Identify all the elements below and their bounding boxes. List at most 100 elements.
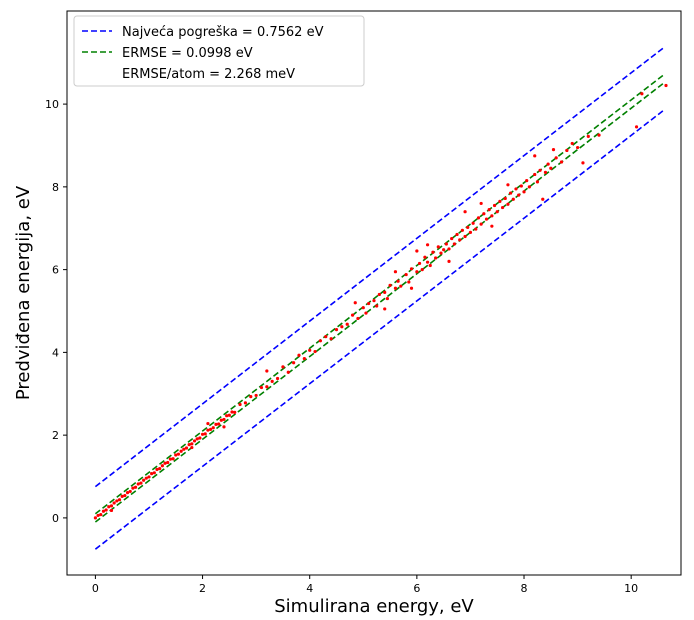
- data-point: [190, 445, 194, 450]
- data-point: [125, 491, 130, 495]
- data-point: [428, 263, 432, 268]
- data-point: [570, 141, 574, 146]
- data-point: [396, 279, 400, 283]
- data-point: [546, 162, 550, 166]
- data-point: [425, 243, 430, 247]
- data-point: [383, 290, 387, 294]
- data-point: [214, 422, 218, 426]
- data-point: [133, 485, 138, 489]
- data-point: [476, 216, 481, 220]
- data-point: [634, 125, 639, 129]
- x-axis-ticks: 0 2 4 6 8 10: [92, 575, 638, 595]
- data-point: [503, 196, 507, 201]
- data-point: [535, 180, 540, 184]
- data-point: [468, 230, 473, 234]
- data-point: [452, 242, 456, 246]
- data-point: [495, 210, 499, 214]
- data-point: [160, 464, 164, 468]
- data-point: [265, 369, 269, 373]
- data-point: [324, 335, 328, 339]
- data-point: [96, 513, 100, 518]
- data-point: [506, 202, 510, 206]
- data-point: [99, 512, 103, 517]
- data-point: [104, 508, 108, 512]
- data-point: [265, 385, 269, 389]
- data-point: [442, 248, 446, 252]
- data-point: [436, 245, 440, 249]
- data-point: [93, 516, 97, 520]
- plot-frame: [66, 10, 682, 576]
- data-point: [543, 170, 548, 174]
- data-point: [551, 148, 556, 152]
- data-point: [152, 471, 156, 475]
- data-point: [460, 228, 465, 232]
- x-tick-label: 2: [199, 582, 206, 595]
- data-point: [519, 184, 523, 188]
- data-point: [538, 168, 542, 172]
- data-point: [417, 261, 422, 266]
- x-axis-label: Simulirana energy, eV: [274, 596, 474, 617]
- data-point: [385, 296, 389, 301]
- y-tick-label: 4: [52, 346, 59, 359]
- data-point: [423, 255, 427, 259]
- data-point: [383, 307, 387, 311]
- x-tick-label: 6: [413, 582, 420, 595]
- data-point: [208, 427, 213, 431]
- data-point: [399, 284, 403, 288]
- data-point: [490, 224, 494, 228]
- data-point: [463, 234, 467, 239]
- data-point: [155, 467, 159, 472]
- y-tick-label: 10: [45, 98, 59, 111]
- data-point: [487, 208, 491, 212]
- data-point: [200, 432, 205, 436]
- data-point: [541, 197, 545, 201]
- data-point: [409, 267, 414, 271]
- data-point: [120, 494, 124, 498]
- data-point: [466, 225, 470, 230]
- data-point: [112, 501, 116, 505]
- scatter-points: [93, 83, 668, 520]
- data-point: [420, 268, 424, 272]
- legend: Najveća pogreška = 0.7562 eV ERMSE = 0.0…: [73, 15, 365, 87]
- data-point: [525, 179, 529, 183]
- data-point: [259, 385, 264, 390]
- data-point: [182, 447, 186, 451]
- data-point: [101, 509, 106, 513]
- x-tick-label: 0: [92, 582, 99, 595]
- data-point: [227, 413, 231, 417]
- data-point: [206, 428, 210, 432]
- data-point: [158, 467, 162, 471]
- data-point: [206, 421, 210, 426]
- data-point: [184, 446, 189, 450]
- x-tick-label: 4: [306, 582, 313, 595]
- legend-label-ermse-per-atom: ERMSE/atom = 2.268 meV: [122, 67, 295, 82]
- data-point: [434, 256, 438, 260]
- data-point: [409, 286, 414, 290]
- data-point: [425, 260, 430, 264]
- data-point: [211, 426, 215, 430]
- data-point: [131, 486, 135, 490]
- data-point: [345, 322, 349, 326]
- data-point: [313, 349, 317, 354]
- data-point: [415, 249, 419, 253]
- data-point: [109, 504, 114, 508]
- data-point: [375, 304, 379, 308]
- data-point: [176, 452, 181, 456]
- data-point: [168, 457, 173, 461]
- data-point: [447, 247, 451, 251]
- data-point: [447, 259, 451, 263]
- data-point: [302, 356, 306, 361]
- data-point: [511, 197, 515, 201]
- data-point: [479, 201, 483, 206]
- data-point: [455, 232, 459, 237]
- data-point: [522, 190, 526, 194]
- data-point: [404, 272, 408, 277]
- data-point: [308, 348, 312, 352]
- y-tick-label: 2: [52, 429, 59, 442]
- data-point: [107, 505, 111, 509]
- data-point: [509, 191, 513, 195]
- data-point: [166, 460, 170, 465]
- reference-line-0: [94, 47, 664, 488]
- data-point: [297, 353, 301, 357]
- data-point: [190, 442, 194, 446]
